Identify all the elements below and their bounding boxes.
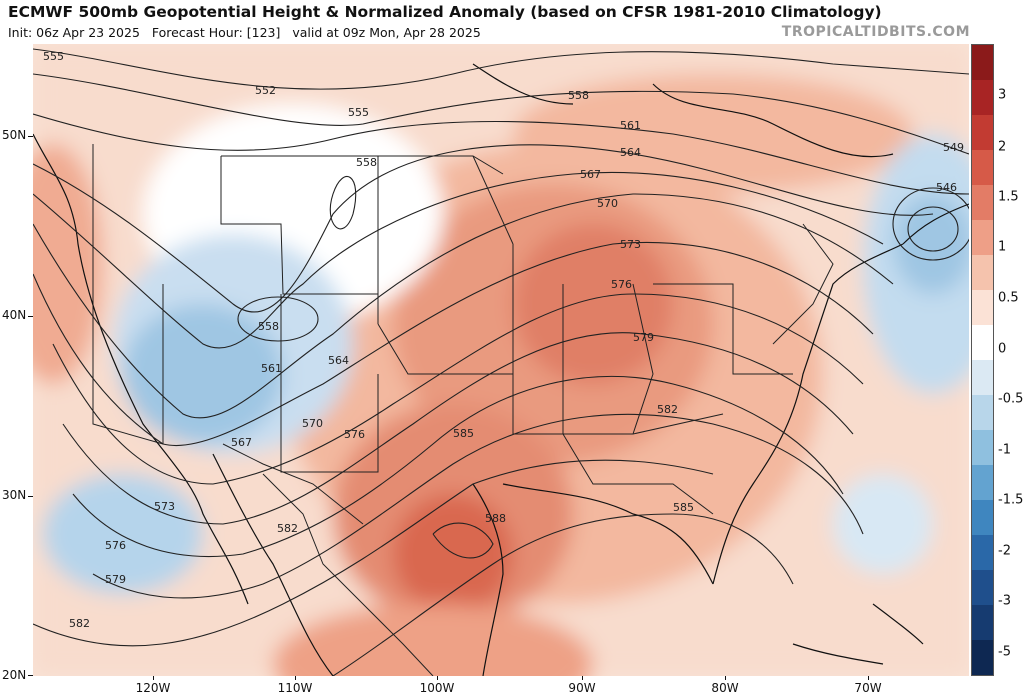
colorbar-label: 0: [998, 341, 1007, 357]
borders: [92, 144, 834, 676]
lon-label-70w: 70W: [854, 681, 882, 695]
map-svg: 555 552 555 558 561 564 567 570 573 576 …: [33, 44, 969, 676]
colorbar-label: 1: [998, 239, 1007, 255]
lon-tick: [295, 676, 296, 680]
colorbar-segment: [972, 640, 993, 675]
contour-label: 576: [105, 539, 126, 552]
contour-label: 579: [633, 331, 654, 344]
contour-label: 588: [485, 512, 506, 525]
lon-tick: [153, 676, 154, 680]
height-contours: [33, 48, 969, 676]
colorbar-segment: [972, 290, 993, 325]
lon-label-100w: 100W: [419, 681, 455, 695]
colorbar-segment: [972, 185, 993, 220]
contour-label: 561: [261, 362, 282, 375]
lon-tick: [725, 676, 726, 680]
contour-label: 582: [277, 522, 298, 535]
colorbar-label: -0.5: [998, 391, 1024, 407]
contour-label: 582: [69, 617, 90, 630]
colorbar-segment: [972, 465, 993, 500]
colorbar-label: 0.5: [998, 290, 1019, 306]
contour-label: 558: [568, 89, 589, 102]
contour-label: 564: [328, 354, 349, 367]
watermark: TROPICALTIDBITS.COM: [781, 24, 970, 40]
lon-label-90w: 90W: [568, 681, 596, 695]
colorbar-label: -1.5: [998, 492, 1024, 508]
colorbar-segment: [972, 430, 993, 465]
lon-tick: [582, 676, 583, 680]
colorbar-segment: [972, 535, 993, 570]
colorbar: [971, 44, 994, 676]
lat-label-20n: 20N: [2, 668, 27, 682]
contour-label: 570: [302, 417, 323, 430]
init-time: Init: 06z Apr 23 2025: [8, 25, 140, 40]
colorbar-segment: [972, 220, 993, 255]
colorbar-label: -3: [998, 593, 1011, 609]
anomaly-map: 555 552 555 558 561 564 567 570 573 576 …: [33, 44, 969, 676]
lat-tick: [28, 496, 33, 497]
contour-label: 573: [154, 500, 175, 513]
lon-label-80w: 80W: [711, 681, 739, 695]
anomaly-shading: [33, 44, 969, 676]
colorbar-segment: [972, 80, 993, 115]
chart-subtitle: Init: 06z Apr 23 2025 Forecast Hour: [12…: [8, 25, 481, 40]
contour-label: 558: [258, 320, 279, 333]
lat-tick: [28, 136, 33, 137]
contour-label: 567: [580, 168, 601, 181]
colorbar-label: -5: [998, 644, 1011, 660]
lon-tick: [437, 676, 438, 680]
lon-label-120w: 120W: [135, 681, 171, 695]
lat-label-30n: 30N: [2, 488, 27, 502]
contour-label: 555: [43, 50, 64, 63]
contour-label: 561: [620, 119, 641, 132]
contour-label: 576: [344, 428, 365, 441]
contour-label: 585: [673, 501, 694, 514]
lat-label-40n: 40N: [2, 308, 27, 322]
contour-label: 567: [231, 436, 252, 449]
lon-tick: [868, 676, 869, 680]
contour-label: 576: [611, 278, 632, 291]
colorbar-label: -2: [998, 543, 1011, 559]
contour-label: 579: [105, 573, 126, 586]
lat-tick: [28, 675, 33, 676]
lon-label-110w: 110W: [277, 681, 313, 695]
colorbar-segment: [972, 150, 993, 185]
colorbar-segment: [972, 325, 993, 360]
contour-label: 585: [453, 427, 474, 440]
contour-label: 582: [657, 403, 678, 416]
colorbar-label: 2: [998, 139, 1007, 155]
colorbar-segment: [972, 255, 993, 290]
contour-label: 570: [597, 197, 618, 210]
contour-label: 546: [936, 181, 957, 194]
forecast-hour: Forecast Hour: [123]: [151, 25, 281, 40]
colorbar-segment: [972, 395, 993, 430]
chart-title: ECMWF 500mb Geopotential Height & Normal…: [8, 3, 882, 21]
contour-label: 549: [943, 141, 964, 154]
colorbar-label: 3: [998, 87, 1007, 103]
valid-time: valid at 09z Mon, Apr 28 2025: [292, 25, 481, 40]
colorbar-label: 1.5: [998, 189, 1019, 205]
contour-label: 573: [620, 238, 641, 251]
colorbar-segment: [972, 360, 993, 395]
coastlines: [33, 63, 969, 676]
colorbar-segment: [972, 570, 993, 605]
contour-label: 558: [356, 156, 377, 169]
colorbar-segment: [972, 115, 993, 150]
contour-labels: 555 552 555 558 561 564 567 570 573 576 …: [43, 50, 964, 630]
contour-label: 564: [620, 146, 641, 159]
contour-label: 555: [348, 106, 369, 119]
lat-tick: [28, 316, 33, 317]
colorbar-segment: [972, 45, 993, 80]
lat-label-50n: 50N: [2, 128, 27, 142]
colorbar-segment: [972, 500, 993, 535]
colorbar-label: -1: [998, 442, 1011, 458]
contour-label: 552: [255, 84, 276, 97]
colorbar-segment: [972, 605, 993, 640]
